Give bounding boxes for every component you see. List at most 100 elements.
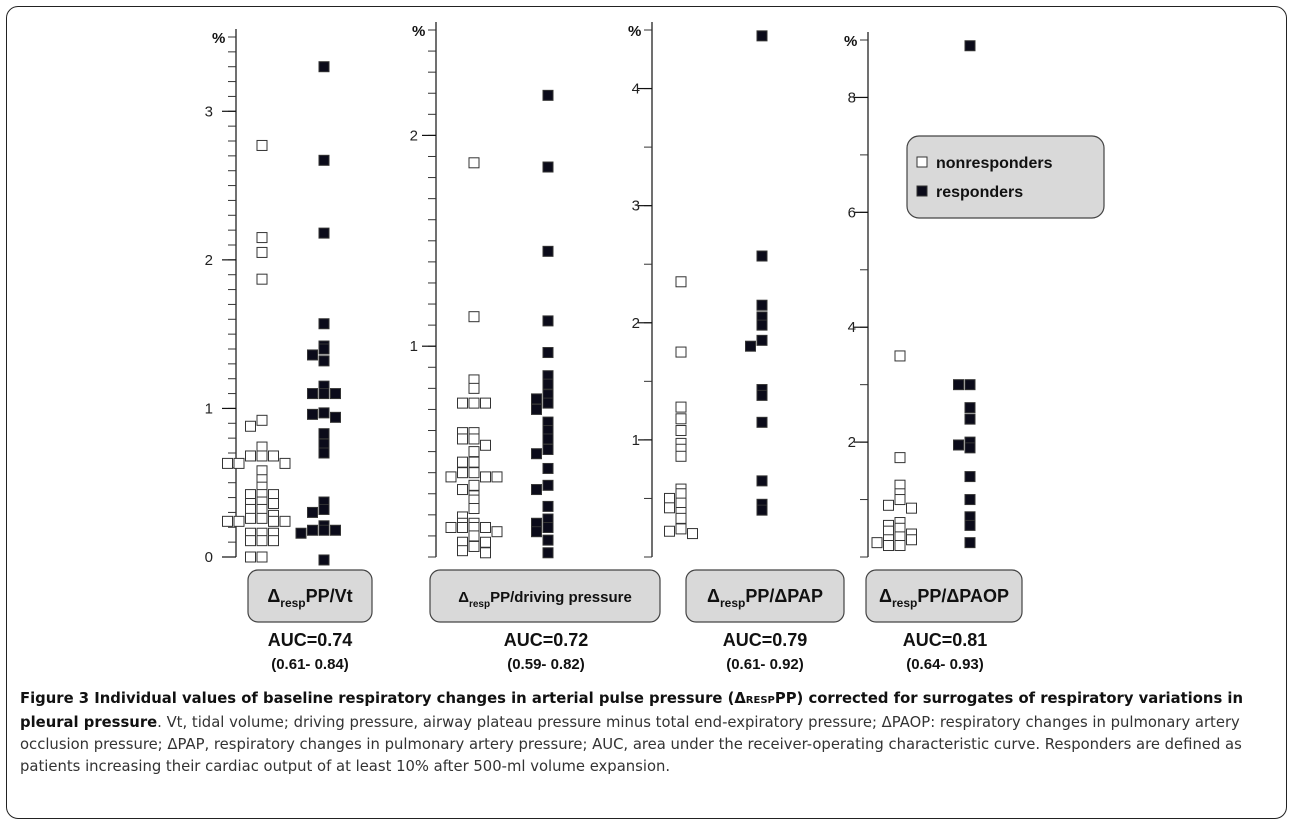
nonresponder-point bbox=[894, 540, 906, 552]
auc-value: AUC=0.72 bbox=[504, 630, 589, 650]
nonresponder-point bbox=[480, 397, 491, 409]
responder-point bbox=[756, 334, 768, 346]
nonresponder-point bbox=[480, 439, 491, 451]
nonresponder-point bbox=[491, 471, 503, 483]
responder-point bbox=[964, 471, 976, 483]
nonresponder-point bbox=[894, 494, 906, 506]
y-tick-label: 8 bbox=[848, 89, 856, 106]
responder-point bbox=[542, 315, 554, 327]
y-axis-unit: % bbox=[844, 33, 857, 50]
auc-ci: (0.61- 0.92) bbox=[726, 656, 804, 673]
y-tick-label: 2 bbox=[848, 434, 856, 451]
nonresponder-point bbox=[468, 311, 480, 323]
responder-point bbox=[542, 500, 554, 512]
legend-responder-label: responders bbox=[936, 184, 1023, 201]
nonresponder-point bbox=[468, 540, 480, 552]
nonresponder-point bbox=[468, 433, 480, 445]
panel-label: ΔrespPP/ΔPAP bbox=[707, 586, 823, 610]
nonresponder-point bbox=[883, 540, 894, 552]
nonresponder-point bbox=[457, 456, 468, 468]
responder-point bbox=[964, 402, 976, 414]
nonresponder-point bbox=[480, 536, 491, 548]
nonresponder-point bbox=[233, 457, 245, 469]
nonresponder-point bbox=[491, 526, 503, 538]
responder-point bbox=[964, 40, 976, 52]
nonresponder-point bbox=[256, 246, 268, 258]
nonresponder-point bbox=[906, 502, 917, 514]
responder-point bbox=[542, 397, 554, 409]
nonresponder-point bbox=[457, 521, 468, 533]
responder-point bbox=[756, 30, 768, 42]
responder-point bbox=[542, 462, 554, 474]
nonresponder-point bbox=[245, 450, 256, 462]
responder-point bbox=[542, 433, 554, 445]
panel-label-box bbox=[429, 569, 661, 623]
responder-point bbox=[756, 475, 768, 487]
y-axis-unit: % bbox=[628, 23, 641, 40]
responder-point bbox=[542, 479, 554, 491]
y-tick-label: 2 bbox=[632, 315, 640, 332]
responder-point bbox=[756, 250, 768, 262]
nonresponder-point bbox=[906, 534, 917, 546]
nonresponder-point bbox=[256, 273, 268, 285]
nonresponder-point bbox=[279, 457, 291, 469]
panel-label: ΔrespPP/ΔPAOP bbox=[879, 586, 1009, 610]
y-tick-label: 1 bbox=[632, 432, 640, 449]
nonresponder-point bbox=[468, 467, 480, 479]
panel-label: ΔrespPP/driving pressure bbox=[458, 589, 632, 610]
legend-nonresponder-label: nonresponders bbox=[936, 155, 1053, 172]
nonresponder-point bbox=[445, 521, 457, 533]
nonresponder-point bbox=[233, 515, 245, 527]
responder-point bbox=[531, 403, 542, 415]
panel-label-box bbox=[685, 569, 845, 623]
responder-point bbox=[318, 355, 330, 367]
auc-ci: (0.61- 0.84) bbox=[271, 656, 349, 673]
responder-point bbox=[953, 439, 964, 451]
nonresponder-point bbox=[664, 492, 675, 504]
responder-point bbox=[542, 161, 554, 173]
nonresponder-point bbox=[268, 515, 279, 527]
responder-point bbox=[756, 416, 768, 428]
responder-point bbox=[542, 347, 554, 359]
nonresponder-point bbox=[457, 545, 468, 557]
auc-ci: (0.64- 0.93) bbox=[906, 656, 984, 673]
responder-point bbox=[318, 61, 330, 73]
responder-point bbox=[295, 527, 307, 539]
nonresponder-point bbox=[480, 547, 491, 559]
responder-point bbox=[330, 388, 341, 400]
nonresponder-point bbox=[675, 276, 687, 288]
responder-point bbox=[542, 89, 554, 101]
y-tick-label: 3 bbox=[632, 198, 640, 215]
responder-point bbox=[531, 484, 542, 496]
nonresponder-point bbox=[894, 452, 906, 464]
y-axis-unit: % bbox=[212, 30, 225, 47]
auc-value: AUC=0.81 bbox=[903, 630, 988, 650]
nonresponder-point bbox=[894, 350, 906, 362]
nonresponder-point bbox=[468, 157, 480, 169]
nonresponder-point bbox=[871, 537, 883, 549]
panel-label-box bbox=[247, 569, 373, 623]
nonresponder-point bbox=[256, 512, 268, 524]
legend-responder-marker bbox=[916, 185, 928, 197]
nonresponder-point bbox=[687, 528, 698, 540]
responder-point bbox=[756, 389, 768, 401]
panel-label-box bbox=[865, 569, 1023, 623]
nonresponder-point bbox=[480, 521, 491, 533]
nonresponder-point bbox=[675, 401, 687, 413]
responder-point bbox=[318, 524, 330, 536]
y-tick-label: 4 bbox=[632, 81, 640, 98]
auc-value: AUC=0.74 bbox=[268, 630, 353, 650]
nonresponder-point bbox=[256, 232, 268, 244]
responder-point bbox=[318, 503, 330, 515]
responder-point bbox=[542, 443, 554, 455]
y-tick-label: 0 bbox=[205, 549, 213, 566]
responder-point bbox=[756, 299, 768, 311]
nonresponder-point bbox=[675, 425, 687, 437]
nonresponder-point bbox=[245, 551, 256, 563]
nonresponder-point bbox=[256, 535, 268, 547]
responder-point bbox=[307, 524, 318, 536]
nonresponder-point bbox=[675, 497, 687, 509]
responder-point bbox=[318, 447, 330, 459]
nonresponder-point bbox=[675, 413, 687, 425]
responder-point bbox=[964, 537, 976, 549]
